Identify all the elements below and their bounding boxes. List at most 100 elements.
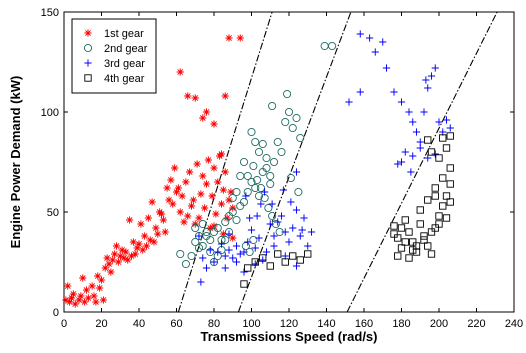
data-point: [258, 139, 267, 149]
y-tick-label: 150: [41, 7, 59, 19]
data-point: [253, 175, 262, 185]
data-point: [435, 212, 443, 220]
y-tick-label: 100: [41, 107, 59, 119]
data-point: [356, 30, 364, 38]
data-point: [131, 250, 139, 258]
data-point: [420, 232, 428, 240]
data-point: [407, 168, 415, 176]
data-point: [225, 196, 233, 204]
data-point: [401, 148, 409, 156]
data-point: [268, 211, 277, 221]
data-point: [255, 234, 263, 242]
data-point: [266, 220, 274, 228]
data-point: [412, 128, 421, 136]
data-point: [219, 186, 227, 194]
data-point: [133, 244, 141, 252]
x-tick-label: 160: [355, 318, 373, 330]
legend-marker-2: [83, 43, 93, 53]
data-point: [251, 137, 260, 147]
data-point: [270, 242, 278, 250]
data-point: [94, 272, 102, 280]
data-point: [409, 152, 417, 160]
data-point: [424, 196, 432, 204]
data-point: [412, 242, 421, 250]
data-point: [229, 254, 237, 262]
data-point: [97, 276, 106, 284]
data-point: [266, 262, 274, 270]
data-point: [198, 219, 207, 229]
legend-marker-3: [84, 59, 92, 67]
data-point: [82, 286, 91, 294]
data-point: [217, 200, 226, 208]
data-point: [442, 214, 451, 222]
data-point: [424, 242, 432, 250]
x-tick-label: 180: [392, 318, 410, 330]
data-point: [146, 236, 154, 244]
data-point: [223, 214, 231, 222]
data-point: [244, 264, 252, 272]
data-point: [283, 89, 292, 99]
data-point: [274, 250, 282, 258]
data-point: [405, 108, 413, 116]
data-point: [111, 250, 119, 258]
x-tick-label: 220: [467, 318, 485, 330]
data-point: [88, 282, 96, 290]
data-point: [67, 294, 76, 302]
data-point: [281, 228, 289, 236]
data-point: [439, 174, 447, 182]
data-point: [120, 254, 128, 262]
data-point: [405, 254, 413, 262]
data-point: [243, 171, 252, 181]
data-point: [64, 282, 72, 290]
data-point: [210, 164, 218, 172]
data-point: [249, 161, 258, 171]
data-point: [176, 249, 185, 259]
data-point: [270, 232, 278, 240]
data-point: [409, 246, 417, 254]
data-point: [240, 248, 248, 256]
data-point: [236, 250, 244, 258]
legend-label-2nd-gear: 2nd gear: [104, 43, 148, 55]
series-3: [195, 30, 454, 286]
data-point: [84, 294, 92, 302]
data-point: [254, 191, 264, 201]
data-point: [202, 264, 211, 272]
data-point: [287, 198, 295, 206]
data-point: [232, 215, 241, 225]
data-point: [292, 168, 301, 176]
data-point: [79, 274, 87, 282]
x-axis-title: Transmissions Speed (rad/s): [200, 329, 377, 344]
data-point: [163, 184, 171, 192]
data-point: [206, 235, 215, 245]
x-tick-label: 140: [317, 318, 335, 330]
data-point: [96, 284, 104, 292]
data-point: [148, 198, 156, 206]
data-point: [257, 200, 265, 208]
data-point: [382, 64, 391, 72]
data-point: [416, 220, 424, 228]
data-point: [107, 268, 115, 276]
data-point: [221, 92, 229, 100]
legend-label-3rd-gear: 3rd gear: [104, 58, 145, 70]
data-point: [167, 176, 175, 184]
series-4: [240, 132, 454, 288]
data-point: [298, 226, 306, 234]
data-point: [259, 254, 267, 262]
data-point: [401, 216, 409, 224]
data-point: [289, 252, 297, 260]
data-point: [366, 34, 374, 42]
data-point: [397, 158, 406, 166]
data-point: [228, 193, 237, 203]
data-point: [292, 113, 301, 123]
data-point: [251, 258, 259, 266]
data-point: [195, 214, 203, 222]
data-point: [277, 212, 286, 220]
data-point: [221, 217, 230, 227]
data-point: [165, 196, 173, 204]
data-point: [202, 180, 211, 188]
y-tick-label: 0: [53, 307, 59, 319]
data-point: [186, 168, 194, 176]
data-point: [194, 243, 204, 253]
data-point: [286, 173, 295, 183]
data-point: [206, 246, 214, 254]
